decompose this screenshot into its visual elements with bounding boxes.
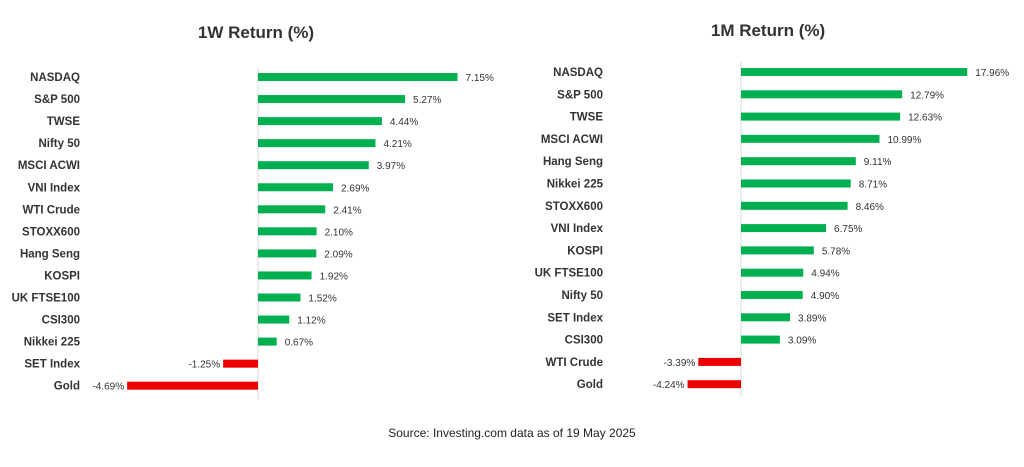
category-label: UK FTSE100 <box>535 268 603 280</box>
bar-uk-ftse100 <box>258 293 301 302</box>
data-label: 5.27% <box>413 95 441 106</box>
data-label: -4.69% <box>92 382 124 393</box>
category-label: MSCI ACWI <box>18 160 80 172</box>
bar-vni-index <box>258 183 334 192</box>
data-label: 3.09% <box>788 336 816 347</box>
data-label: 4.94% <box>811 269 839 280</box>
bar-gold <box>687 380 741 389</box>
data-label: -4.24% <box>653 380 685 391</box>
bar-nifty-50 <box>258 139 376 148</box>
chart-1m-svg: 1M Return (%) NASDAQ 17.96% S&P 500 12.79% TW… <box>535 21 1009 396</box>
chart-1w-svg: 1W Return (%) NASDAQ 7.15% S&P 500 5.27% TWSE… <box>12 23 494 400</box>
category-label: SET Index <box>24 359 80 371</box>
bar-s-p-500 <box>258 95 406 104</box>
category-label: Hang Seng <box>543 156 603 168</box>
bar-stoxx600 <box>258 227 317 236</box>
data-label: 9.11% <box>864 157 892 168</box>
bar-wti-crude <box>258 205 326 214</box>
bar-msci-acwi <box>741 134 880 143</box>
category-label: VNI Index <box>551 223 604 235</box>
category-label: UK FTSE100 <box>12 293 80 305</box>
category-label: Hang Seng <box>20 248 80 260</box>
bar-csi300 <box>741 335 780 344</box>
bar-hang-seng <box>741 157 856 166</box>
data-label: 4.21% <box>383 139 411 150</box>
category-label: TWSE <box>570 112 604 124</box>
data-label: 12.63% <box>908 113 942 124</box>
category-label: SET Index <box>547 312 603 324</box>
bar-twse <box>741 112 901 121</box>
bar-csi300 <box>258 315 290 324</box>
source-note: Source: Investing.com data as of 19 May … <box>388 426 636 440</box>
data-label: 1.52% <box>308 294 336 305</box>
category-label: MSCI ACWI <box>541 134 603 146</box>
data-label: 8.46% <box>856 202 884 213</box>
data-label: 4.90% <box>811 291 839 302</box>
category-label: STOXX600 <box>22 226 80 238</box>
bar-vni-index <box>741 224 827 233</box>
bar-msci-acwi <box>258 161 369 170</box>
data-label: 12.79% <box>910 90 944 101</box>
category-label: VNI Index <box>28 182 81 194</box>
bar-s-p-500 <box>741 90 903 99</box>
category-label: TWSE <box>47 116 81 128</box>
data-label: 2.41% <box>333 205 361 216</box>
data-label: -3.39% <box>664 358 696 369</box>
category-label: S&P 500 <box>557 89 603 101</box>
data-label: 2.09% <box>324 249 352 260</box>
category-label: Nifty 50 <box>38 138 80 150</box>
data-label: 4.44% <box>390 117 418 128</box>
bar-nifty-50 <box>741 291 803 299</box>
data-label: 2.69% <box>341 183 369 194</box>
category-label: Gold <box>54 381 80 393</box>
bar-twse <box>258 117 382 126</box>
data-label: 5.78% <box>822 246 850 257</box>
data-label: 7.15% <box>465 73 493 84</box>
category-label: S&P 500 <box>34 94 80 106</box>
bar-uk-ftse100 <box>741 268 804 277</box>
bar-stoxx600 <box>741 201 848 210</box>
bar-nikkei-225 <box>741 179 851 188</box>
data-label: -1.25% <box>188 360 220 371</box>
data-label: 1.12% <box>297 316 325 327</box>
chart-1m-return: 1M Return (%) NASDAQ 17.96% S&P 500 12.79% TW… <box>512 0 1024 430</box>
bar-set-index <box>741 313 791 322</box>
category-label: Nikkei 225 <box>24 337 81 349</box>
bar-gold <box>127 381 258 390</box>
category-label: STOXX600 <box>545 201 603 213</box>
category-label: NASDAQ <box>30 72 80 84</box>
category-label: Nifty 50 <box>561 290 603 302</box>
bar-set-index <box>223 359 258 368</box>
data-label: 6.75% <box>834 224 862 235</box>
data-label: 10.99% <box>887 135 921 146</box>
category-label: Nikkei 225 <box>547 179 604 191</box>
bar-nasdaq <box>741 68 968 76</box>
data-label: 0.67% <box>285 338 313 349</box>
bar-kospi <box>741 246 814 255</box>
data-label: 8.71% <box>859 180 887 191</box>
data-label: 3.97% <box>377 161 405 172</box>
bar-kospi <box>258 271 312 280</box>
chart-title: 1W Return (%) <box>198 23 314 42</box>
category-label: CSI300 <box>565 335 603 347</box>
category-label: WTI Crude <box>23 204 81 216</box>
bar-nasdaq <box>258 73 458 81</box>
chart-title: 1M Return (%) <box>711 21 825 40</box>
category-label: NASDAQ <box>553 67 603 79</box>
data-label: 3.89% <box>798 313 826 324</box>
bar-nikkei-225 <box>258 337 277 346</box>
category-label: KOSPI <box>567 245 603 257</box>
category-label: CSI300 <box>42 315 80 327</box>
data-label: 1.92% <box>320 271 348 282</box>
category-label: KOSPI <box>44 270 80 282</box>
category-label: WTI Crude <box>546 357 604 369</box>
data-label: 17.96% <box>975 68 1009 79</box>
category-label: Gold <box>577 379 603 391</box>
bar-hang-seng <box>258 249 317 258</box>
chart-1w-return: 1W Return (%) NASDAQ 7.15% S&P 500 5.27% TWSE… <box>0 0 512 430</box>
bar-wti-crude <box>698 357 741 366</box>
data-label: 2.10% <box>325 227 353 238</box>
